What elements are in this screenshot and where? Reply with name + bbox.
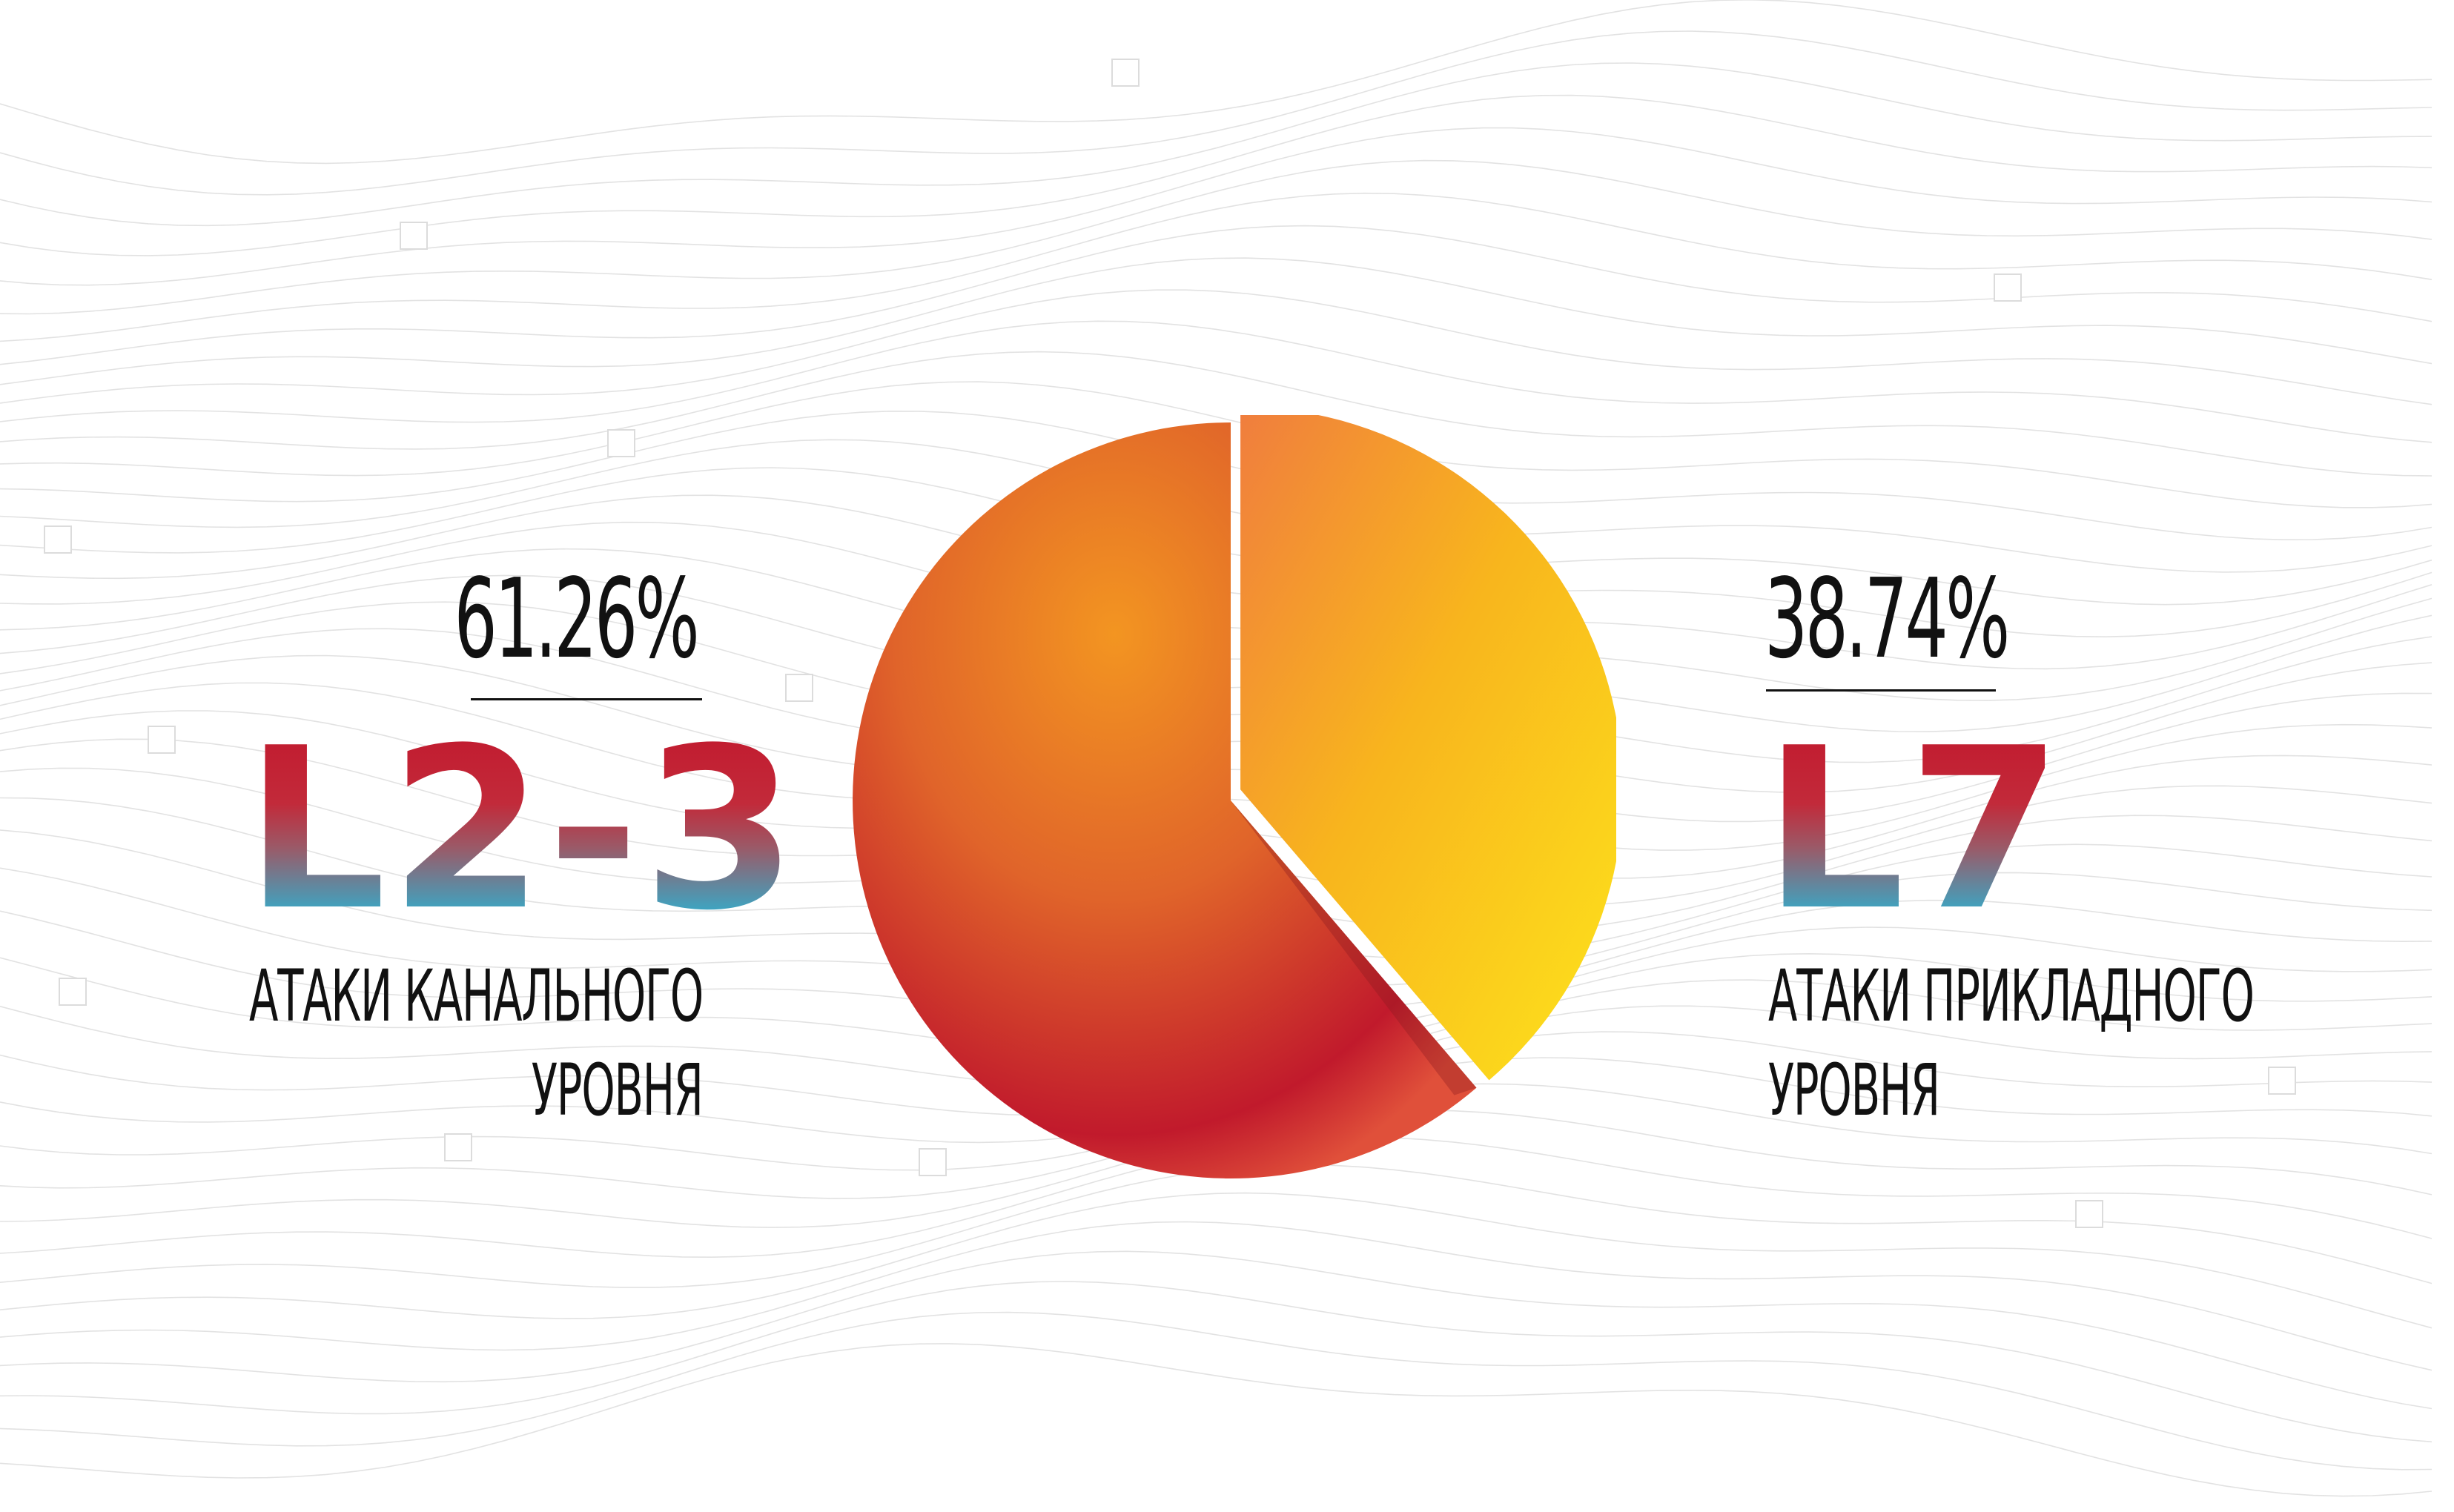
right-description-line2: УРОВНЯ [1768,1049,1940,1132]
contour-line [0,351,2432,477]
left-description-line1: АТАКИ КАНАЛЬНОГО [248,955,704,1038]
right-percentage: 38.74% [1765,555,2010,683]
contour-line [0,320,2432,443]
decor-square [148,726,176,754]
decor-square [400,222,428,250]
contour-line [0,1311,2432,1470]
contour-line [0,62,2432,227]
pie-slice-shadow [1231,800,1477,1095]
contour-line [0,159,2432,315]
left-description-line2: УРОВНЯ [532,1049,704,1132]
pie-chart [853,415,1616,1178]
left-percentage: 61.26% [454,555,699,683]
right-description-line1: АТАКИ ПРИКЛАДНОГО [1768,955,2255,1038]
decor-square [785,674,813,702]
left-level-label: L2-3 [245,700,801,959]
contour-line [0,257,2432,385]
contour-line [0,127,2432,286]
contour-line [0,289,2432,405]
contour-line [0,30,2432,196]
decor-square [59,978,87,1006]
decor-square [2075,1200,2103,1228]
decor-square [919,1148,947,1176]
pie-slice-l2-3 [853,422,1477,1178]
contour-line [0,381,2432,508]
decor-square [607,429,635,457]
contour-line [0,1343,2432,1497]
contour-line [0,1281,2432,1443]
contour-line [0,1250,2432,1410]
contour-line [0,1192,2432,1329]
contour-line [0,225,2432,365]
decor-square [1994,273,2022,302]
contour-line [0,0,2432,165]
left-divider [471,698,702,700]
decor-square [1111,59,1140,87]
decor-square [2268,1067,2296,1095]
right-divider [1766,689,1996,692]
decor-square [44,525,72,554]
decor-square [444,1133,472,1161]
contour-line [0,192,2432,342]
contour-line [0,1221,2432,1371]
pie-slice-l7 [1240,415,1616,1081]
right-level-label: L7 [1763,700,2066,959]
